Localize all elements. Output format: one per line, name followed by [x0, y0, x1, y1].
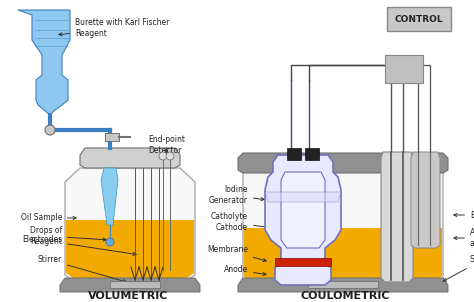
- Polygon shape: [60, 278, 200, 292]
- Polygon shape: [275, 258, 331, 266]
- Polygon shape: [238, 153, 448, 173]
- Polygon shape: [101, 168, 118, 225]
- Polygon shape: [243, 160, 443, 285]
- Circle shape: [159, 152, 167, 160]
- Text: Stirrer: Stirrer: [443, 255, 474, 281]
- Text: Iodine
Generator: Iodine Generator: [209, 185, 264, 205]
- Text: Electrodes: Electrodes: [22, 236, 136, 255]
- Text: Anode: Anode: [224, 265, 266, 275]
- Polygon shape: [265, 155, 341, 285]
- Text: Stirrer: Stirrer: [38, 255, 126, 283]
- Text: Catholyte
Cathode: Catholyte Cathode: [211, 212, 269, 232]
- Polygon shape: [18, 10, 70, 115]
- Text: Burette with Karl Fischer
Reagent: Burette with Karl Fischer Reagent: [59, 18, 169, 38]
- Text: Electrodes: Electrodes: [454, 210, 474, 220]
- Text: Oil Sample: Oil Sample: [21, 214, 76, 223]
- Circle shape: [45, 125, 55, 135]
- Polygon shape: [110, 281, 160, 288]
- Circle shape: [106, 238, 114, 246]
- Polygon shape: [105, 133, 119, 141]
- Polygon shape: [287, 148, 301, 160]
- Polygon shape: [281, 172, 325, 248]
- FancyBboxPatch shape: [387, 7, 451, 31]
- Text: Detector: Detector: [385, 63, 419, 72]
- Polygon shape: [381, 152, 413, 282]
- Polygon shape: [411, 152, 440, 248]
- Polygon shape: [305, 148, 319, 160]
- Circle shape: [166, 152, 174, 160]
- Text: CONTROL: CONTROL: [395, 14, 443, 24]
- Polygon shape: [238, 278, 448, 292]
- Polygon shape: [66, 220, 194, 283]
- Polygon shape: [385, 55, 423, 83]
- Polygon shape: [65, 168, 195, 285]
- Text: Membrane: Membrane: [207, 246, 266, 262]
- Polygon shape: [80, 148, 180, 168]
- Text: End-point
Detector: End-point Detector: [148, 135, 185, 155]
- Text: VOLUMETRIC: VOLUMETRIC: [88, 291, 168, 301]
- Text: Anolyte
and Oil: Anolyte and Oil: [454, 228, 474, 248]
- Polygon shape: [265, 192, 341, 202]
- Text: Drops of
Reagent: Drops of Reagent: [30, 226, 106, 246]
- Polygon shape: [308, 281, 378, 288]
- Text: COULOMETRIC: COULOMETRIC: [300, 291, 390, 301]
- Polygon shape: [244, 228, 442, 283]
